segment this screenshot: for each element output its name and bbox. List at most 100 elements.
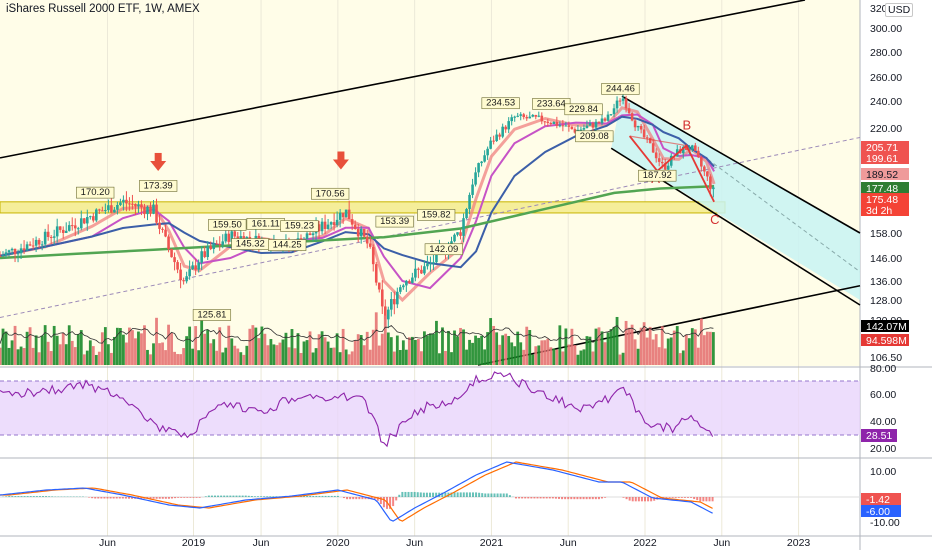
macd-histogram-bar: [115, 497, 118, 499]
volume-bar: [444, 350, 447, 365]
candle: [329, 222, 333, 225]
down-arrow-icon: [332, 159, 349, 170]
macd-histogram-bar: [269, 496, 272, 497]
macd-histogram-bar: [42, 496, 44, 497]
candle: [212, 243, 216, 250]
price-badge: [861, 141, 909, 153]
macd-histogram-bar: [171, 497, 173, 499]
volume-bar: [657, 347, 661, 365]
candle: [347, 209, 351, 220]
candle: [474, 172, 477, 185]
abc-pattern-line: [629, 135, 687, 147]
volume-bar: [447, 330, 450, 365]
volume-bar: [263, 333, 267, 365]
macd-histogram-bar: [518, 497, 521, 499]
volume-bar: [621, 352, 625, 365]
macd-histogram-bar: [88, 497, 91, 498]
ema-blue-line: [0, 115, 715, 269]
price-label-box: [192, 309, 232, 321]
candle: [588, 123, 592, 126]
candle: [107, 205, 110, 211]
price-label-box: [481, 97, 520, 110]
volume-bar: [492, 325, 496, 365]
volume-bar: [335, 333, 339, 365]
macd-histogram-bar: [131, 497, 134, 499]
volume-bar: [386, 332, 390, 365]
candle: [531, 114, 535, 117]
price-label: 159.50: [213, 219, 242, 230]
macd-histogram-bar: [275, 496, 278, 497]
macd-histogram-bar: [364, 497, 367, 500]
volume-bar: [194, 326, 198, 365]
volume-bar: [43, 325, 47, 365]
macd-histogram-bar: [453, 492, 456, 497]
volume-bar: [149, 354, 152, 365]
volume-bar: [389, 337, 393, 365]
macd-histogram-bar: [35, 496, 38, 497]
price-badge: [861, 152, 909, 164]
price-badge: [861, 182, 909, 194]
volume-bar: [435, 320, 438, 365]
macd-histogram-bar: [594, 497, 597, 500]
volume-bar: [251, 325, 255, 365]
ema-red-line: [0, 106, 716, 303]
currency-selector[interactable]: USD: [885, 3, 914, 17]
rsi-axis-tick: 40.00: [870, 416, 896, 428]
macd-histogram-bar: [441, 492, 444, 497]
candle: [390, 299, 393, 310]
volume-bar: [453, 330, 456, 365]
macd-histogram-bar: [395, 497, 398, 501]
volume-bar: [681, 350, 685, 365]
candle: [356, 228, 360, 237]
candle: [58, 226, 62, 230]
macd-histogram-bar: [561, 497, 564, 500]
volume-bar: [176, 354, 179, 365]
candle: [233, 231, 237, 237]
volume-bar: [91, 346, 95, 365]
macd-histogram-bar: [94, 497, 97, 499]
volume-bar: [362, 345, 366, 365]
volume-bar: [212, 339, 216, 365]
candle: [335, 219, 339, 226]
volume-bar: [663, 348, 667, 365]
candle: [519, 114, 523, 116]
price-label: 142.09: [429, 244, 458, 255]
macd-histogram-bar: [693, 497, 696, 500]
candle: [377, 282, 381, 290]
price-badge: [861, 168, 909, 180]
volume-bar: [16, 349, 20, 365]
volume-bar: [290, 329, 294, 365]
candle: [663, 163, 667, 170]
candle: [564, 125, 568, 127]
candle: [411, 277, 414, 283]
volume-bar: [40, 335, 44, 365]
macd-histogram-bar: [272, 496, 275, 497]
volume-bar: [284, 332, 288, 365]
macd-signal-line: [0, 461, 713, 522]
price-label: 144.25: [273, 240, 302, 251]
price-axis-tick: 280.00: [870, 47, 902, 59]
volume-bar: [164, 350, 167, 365]
candle: [197, 262, 200, 270]
candle: [188, 269, 191, 277]
candle: [408, 280, 411, 283]
price-label-box: [268, 239, 307, 251]
volume-bar: [555, 349, 559, 365]
volume-bar: [269, 339, 273, 365]
macd-histogram-bar: [318, 495, 321, 497]
price-badge-label: 189.52: [866, 169, 898, 181]
volume-bar: [125, 342, 128, 365]
macd-histogram-bar: [536, 497, 539, 499]
candle: [119, 202, 122, 206]
volume-bar: [377, 345, 381, 365]
candle: [624, 98, 628, 109]
candle: [712, 187, 715, 190]
macd-value-label: -6.00: [866, 506, 890, 518]
candle: [537, 115, 541, 117]
volume-bar: [501, 335, 505, 365]
macd-histogram-bar: [708, 497, 711, 502]
price-label-box: [601, 83, 640, 95]
macd-histogram-bar: [481, 493, 484, 497]
volume-bar: [311, 352, 315, 365]
